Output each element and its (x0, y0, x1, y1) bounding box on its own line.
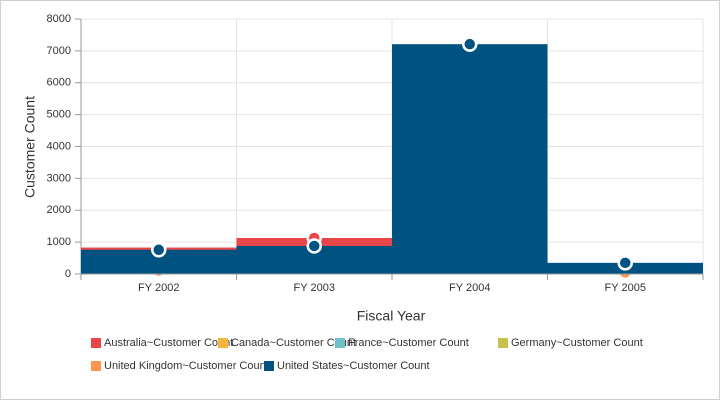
legend-swatch (498, 338, 508, 348)
legend-swatch (91, 361, 101, 371)
y-tick-label: 6000 (47, 77, 71, 89)
marker (306, 238, 322, 254)
y-tick-label: 1000 (47, 236, 71, 248)
y-tick-label: 2000 (47, 204, 71, 216)
legend-swatch (335, 338, 345, 348)
y-tick-label: 7000 (47, 45, 71, 57)
y-tick-label: 5000 (47, 109, 71, 121)
marker (151, 242, 167, 258)
legend-swatch (91, 338, 101, 348)
x-tick-label: FY 2005 (605, 282, 646, 294)
legend-label: United Kingdom~Customer Count (104, 360, 269, 372)
legend-swatch (218, 338, 228, 348)
marker (617, 255, 633, 271)
x-tick-label: FY 2004 (449, 282, 490, 294)
legend-label: Canada~Customer Count (231, 337, 356, 349)
legend-label: France~Customer Count (348, 337, 469, 349)
y-tick-label: 0 (65, 268, 71, 280)
y-tick-label: 8000 (47, 13, 71, 25)
legend-swatch (264, 361, 274, 371)
x-axis-title: Fiscal Year (357, 308, 426, 324)
marker (462, 36, 478, 52)
y-tick-label: 4000 (47, 140, 71, 152)
step-area (392, 44, 548, 275)
y-axis-title: Customer Count (22, 96, 38, 198)
x-tick-label: FY 2003 (294, 282, 335, 294)
legend-label: Australia~Customer Count (104, 337, 233, 349)
legend-label: United States~Customer Count (277, 360, 430, 372)
legend-label: Germany~Customer Count (511, 337, 643, 349)
x-tick-label: FY 2002 (138, 282, 179, 294)
y-tick-label: 3000 (47, 172, 71, 184)
